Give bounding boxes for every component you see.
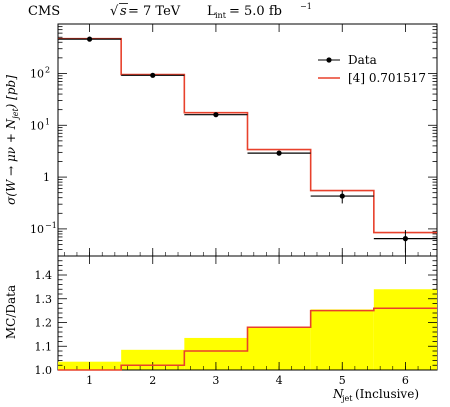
y-tick-base: 10 (30, 223, 44, 236)
y-tick-exp: −1 (45, 221, 57, 230)
x-tick-label: 4 (276, 374, 283, 387)
ratio-y-axis-label: MC/Data (4, 285, 18, 339)
ratio-y-tick-labels: 1.0 1.1 1.2 1.3 1.4 (35, 269, 53, 377)
energy-label: √ s = 7 TeV (110, 3, 181, 19)
lumi-label: L int = 5.0 fb −1 (207, 2, 312, 20)
ratio-axis-ticks (58, 255, 437, 371)
x-tick-label: 5 (339, 374, 346, 387)
experiment-label: CMS (28, 4, 60, 19)
main-plot-marks (58, 36, 437, 253)
data-point (310, 190, 374, 204)
x-axis-label-rest: (Inclusive) (355, 387, 419, 401)
lumi-exp: −1 (300, 2, 312, 11)
data-marker (150, 72, 156, 78)
main-y-tick-label: 10 −1 (30, 221, 57, 236)
lumi-rest: = 5.0 fb (229, 4, 282, 19)
ratio-y-tick-label: 1.3 (35, 293, 53, 306)
legend-label-data: Data (348, 53, 377, 67)
data-marker (86, 36, 93, 42)
ratio-panel: 1.0 1.1 1.2 1.3 1.4 1 2 3 4 5 6 MC/Data N jet (In… (4, 255, 438, 403)
data-point (373, 230, 437, 253)
y-tick-base: 10 (30, 119, 44, 132)
main-axis-ticks (58, 23, 437, 257)
y-tick-base: 1 (43, 171, 50, 184)
ratio-x-tick-labels: 1 2 3 4 5 6 (86, 374, 409, 387)
main-y-tick-label: 1 (43, 171, 50, 184)
data-marker (402, 235, 409, 242)
y-tick-exp: 2 (45, 65, 50, 74)
main-y-tick-label: 10 1 (30, 117, 50, 132)
ratio-y-tick-label: 1.4 (35, 269, 53, 282)
main-y-tick-label: 10 2 (30, 65, 50, 80)
main-y-axis-label: σ(W → μν + Njet) [pb] (4, 75, 20, 205)
x-tick-label: 2 (149, 374, 156, 387)
energy-sqrt-arg: s (120, 4, 127, 19)
data-point (184, 112, 248, 118)
y-tick-exp: 1 (45, 117, 50, 126)
data-marker (213, 112, 219, 118)
data-marker (339, 193, 345, 199)
model-step-line (58, 37, 437, 234)
legend: Data [4] 0.701517 (318, 53, 426, 85)
legend-item-data: Data (318, 53, 377, 67)
x-axis-label: N jet (Inclusive) (332, 387, 419, 403)
ratio-plot-marks (58, 307, 437, 371)
ratio-y-tick-label: 1.2 (35, 317, 53, 330)
ratio-y-tick-label: 1.0 (35, 364, 53, 377)
energy-rest: = 7 TeV (128, 4, 181, 19)
legend-item-model: [4] 0.701517 (318, 71, 426, 85)
x-axis-label-base: N (332, 387, 344, 401)
x-tick-label: 1 (86, 374, 93, 387)
data-point (121, 72, 185, 78)
lumi-L: L (207, 4, 216, 19)
legend-label-model: [4] 0.701517 (348, 71, 426, 85)
y-tick-base: 10 (30, 67, 44, 80)
data-point (58, 36, 122, 42)
x-tick-label: 3 (212, 374, 219, 387)
ratio-y-tick-label: 1.1 (35, 340, 53, 353)
svg-text:√: √ (110, 4, 119, 19)
x-axis-label-sub: jet (341, 394, 353, 403)
lumi-sub: int (215, 11, 227, 20)
band-bin (310, 309, 374, 370)
data-marker (276, 150, 282, 156)
ratio-model-step-line (58, 307, 437, 371)
band-bin (373, 289, 437, 370)
data-point (247, 150, 311, 156)
x-tick-label: 6 (402, 374, 409, 387)
